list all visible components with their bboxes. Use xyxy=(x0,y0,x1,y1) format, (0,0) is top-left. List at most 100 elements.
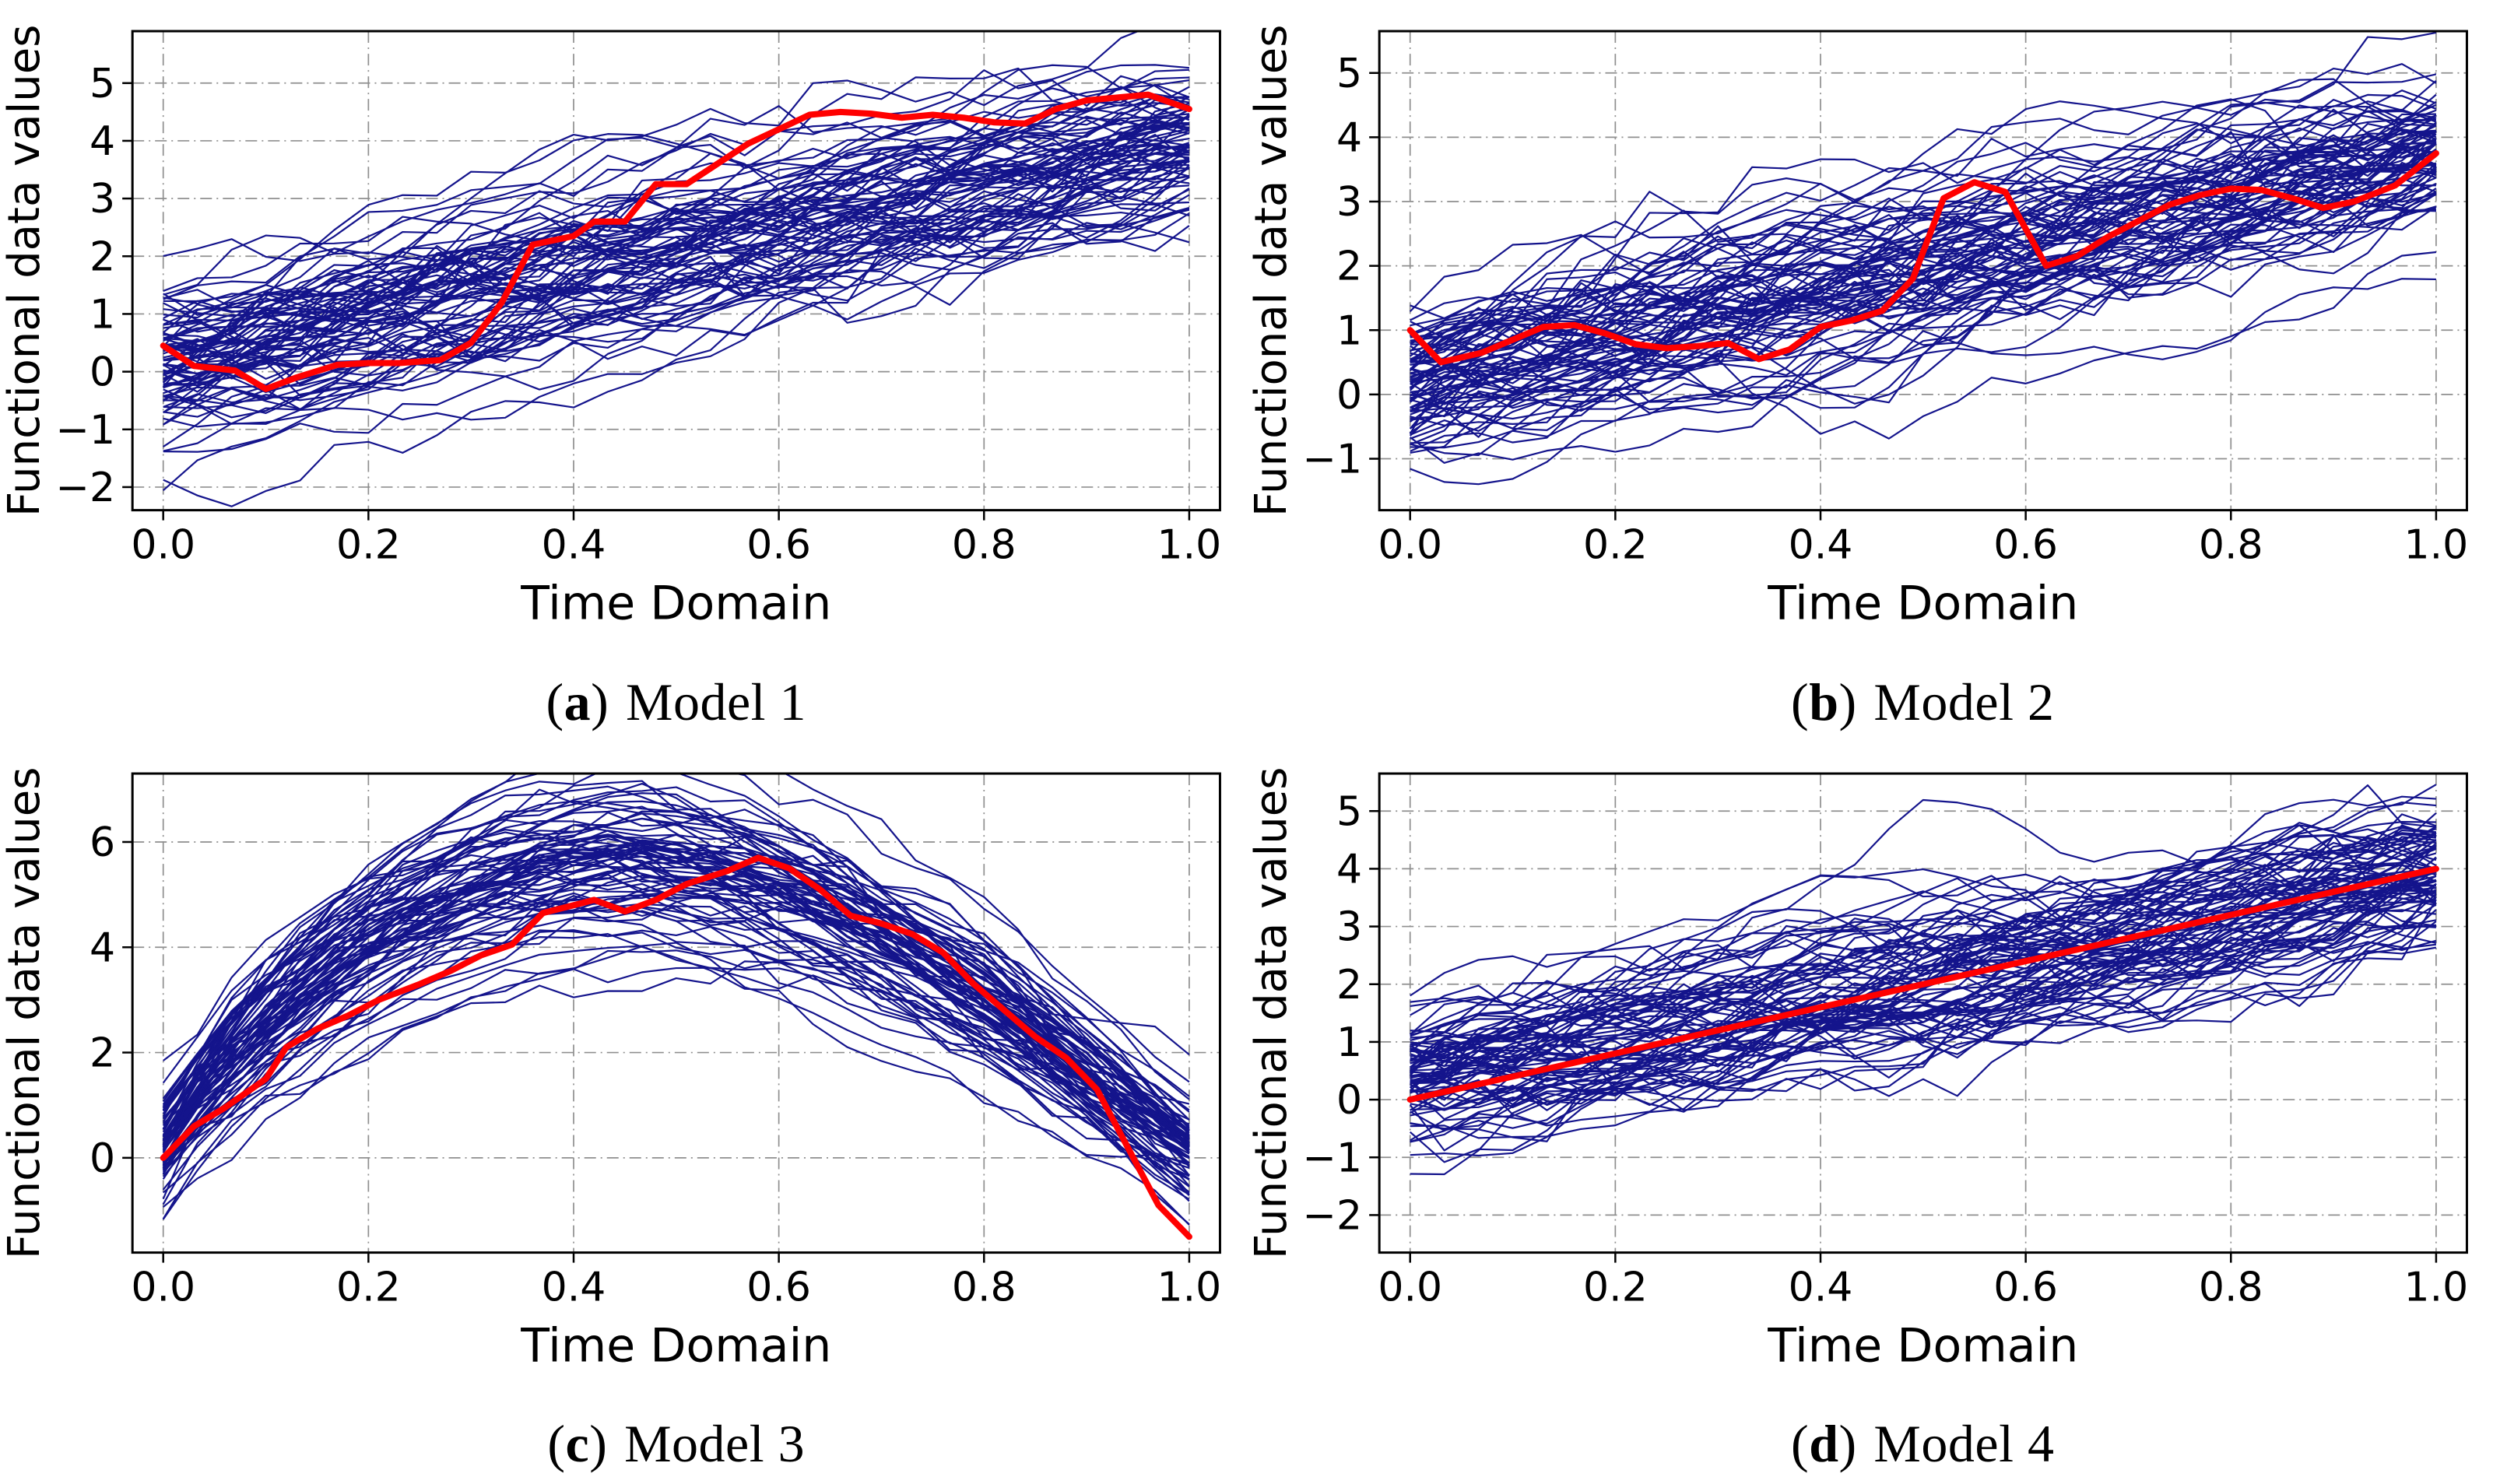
axes-frame xyxy=(1378,772,2468,1254)
plot-canvas-model-1: 0.0 0.2 0.4 0.6 0.8 1.0 −2 −1 0 1 2 3 4 5 Time Domain F… xyxy=(0,25,1221,631)
ensemble-curve xyxy=(1409,93,2436,383)
plot-canvas-model-4: 0.0 0.2 0.4 0.6 0.8 1.0 −2 −1 0 1 2 3 4 5 Time Domain F… xyxy=(1247,767,2468,1373)
ensemble-curve xyxy=(163,104,1190,329)
caption-model-1: (a) Model 1 xyxy=(0,672,1247,733)
ensemble-curve xyxy=(163,163,1189,380)
caption-label: Model 1 xyxy=(626,672,807,731)
outlier-curve xyxy=(1406,865,2439,1103)
x-tick-label: 0.6 xyxy=(1993,522,2058,569)
ensemble-curve xyxy=(163,121,1190,387)
x-tick-label: 0.6 xyxy=(1993,1264,2058,1310)
caption-letter: d xyxy=(1809,1414,1839,1474)
x-tick-label: 0.4 xyxy=(542,522,606,569)
caption-letter: c xyxy=(565,1414,590,1474)
ensemble-curve xyxy=(162,823,1190,1113)
ensemble-curve xyxy=(162,945,1190,1219)
ensemble-curve xyxy=(162,83,1190,384)
x-tick-label: 0.8 xyxy=(2198,522,2263,569)
ensemble-curve xyxy=(163,142,1190,414)
y-tick-label: −1 xyxy=(1302,437,1362,483)
ensemble-curve xyxy=(163,118,1190,359)
ensemble-curve xyxy=(1409,182,2436,403)
ensemble-curve xyxy=(1409,823,2436,1070)
y-tick-label: 1 xyxy=(1336,307,1362,354)
ensemble-curve xyxy=(163,114,1190,426)
y-tick-label: −1 xyxy=(55,407,115,454)
ensemble-curve xyxy=(163,152,1189,333)
ensemble-curve xyxy=(1409,151,2437,434)
ensemble-curve xyxy=(162,941,1190,1194)
y-tick-label: −2 xyxy=(55,465,115,511)
caption-close: ) xyxy=(591,672,609,731)
y-tick-label: 1 xyxy=(1336,1019,1362,1065)
y-tick-label: 0 xyxy=(1336,372,1362,419)
ensemble-curve xyxy=(163,175,1190,381)
ensemble-curve xyxy=(162,891,1190,1200)
ensemble-curve xyxy=(162,949,1190,1167)
ensemble-curve xyxy=(163,121,1189,350)
axes-frame xyxy=(131,772,1221,1254)
y-axis-label: Functional data values xyxy=(0,25,50,517)
data-curves xyxy=(1406,783,2439,1175)
ensemble-curve xyxy=(1409,844,2437,996)
ensemble-curve xyxy=(1410,171,2436,419)
ensemble-curve xyxy=(163,149,1190,380)
x-tick-label: 0.4 xyxy=(1788,522,1852,569)
data-curves xyxy=(160,31,1192,507)
outlier-curve xyxy=(1406,149,2439,366)
ensemble-curve xyxy=(1409,193,2437,385)
y-tick-label: −2 xyxy=(1302,1192,1362,1239)
ensemble-curve xyxy=(162,805,1190,1144)
y-tick-label: 4 xyxy=(90,924,115,971)
y-tick-label: 2 xyxy=(1336,244,1362,290)
ensemble-curve xyxy=(1409,99,2436,381)
x-tick-label: 0.4 xyxy=(1788,1264,1852,1310)
axes-frame xyxy=(131,30,1221,512)
outlier-curve xyxy=(160,91,1192,392)
ensemble-curve xyxy=(163,225,1190,418)
x-tick-label: 1.0 xyxy=(2403,1264,2468,1310)
ensemble-curve xyxy=(162,829,1190,1129)
caption-label: Model 4 xyxy=(1873,1414,2055,1474)
x-tick-label: 0.8 xyxy=(2198,1264,2263,1310)
axis-ticks: 0.0 0.2 0.4 0.6 0.8 1.0 0 2 4 6 xyxy=(90,819,1221,1310)
ensemble-curve xyxy=(162,902,1190,1144)
ensemble-curve xyxy=(1410,869,2436,1084)
ensemble-curve xyxy=(162,841,1190,1163)
ensemble-curve xyxy=(1409,889,2436,1067)
ensemble-curve xyxy=(1409,883,2436,1065)
y-axis-label: Functional data values xyxy=(0,767,50,1258)
caption-label: Model 3 xyxy=(624,1414,806,1474)
ensemble-curve xyxy=(1409,900,2436,1059)
caption-close: ) xyxy=(1838,1414,1857,1474)
ensemble-curve xyxy=(162,967,1190,1208)
ensemble-curve xyxy=(1409,825,2436,1035)
y-tick-label: 2 xyxy=(90,233,115,280)
ensemble-curve xyxy=(1409,820,2436,1082)
ensemble-curve xyxy=(162,905,1190,1180)
ensemble-curve xyxy=(163,203,1190,351)
ensemble-curve xyxy=(1410,891,2436,1082)
y-axis-label: Functional data values xyxy=(1247,25,1297,517)
ensemble-curve xyxy=(1410,868,2436,1156)
ensemble-curve xyxy=(162,819,1190,1153)
data-curves xyxy=(160,773,1192,1240)
ensemble-curve xyxy=(162,833,1190,1139)
axes-frame xyxy=(1378,30,2468,512)
ensemble-curve xyxy=(1409,840,2436,1037)
x-tick-label: 0.6 xyxy=(746,1264,811,1310)
y-tick-label: 2 xyxy=(90,1030,115,1076)
ensemble-curve xyxy=(162,960,1190,1193)
ensemble-curve xyxy=(1409,89,2436,440)
x-tick-label: 0.6 xyxy=(746,522,811,569)
plot-canvas-model-3: 0.0 0.2 0.4 0.6 0.8 1.0 0 2 4 6 Time Domain Functio… xyxy=(0,767,1221,1373)
ensemble-curve xyxy=(1409,129,2436,389)
outlier-curve xyxy=(160,854,1192,1240)
x-tick-label: 0.0 xyxy=(1378,1264,1442,1310)
x-axis-label: Time Domain xyxy=(1767,1318,2078,1373)
x-tick-label: 0.2 xyxy=(1582,522,1647,569)
ensemble-curve xyxy=(162,166,1190,492)
x-tick-label: 0.2 xyxy=(336,522,401,569)
axis-ticks: 0.0 0.2 0.4 0.6 0.8 1.0 −1 0 1 2 3 4 5 xyxy=(1302,51,2468,569)
ensemble-curve xyxy=(1410,908,2436,1072)
